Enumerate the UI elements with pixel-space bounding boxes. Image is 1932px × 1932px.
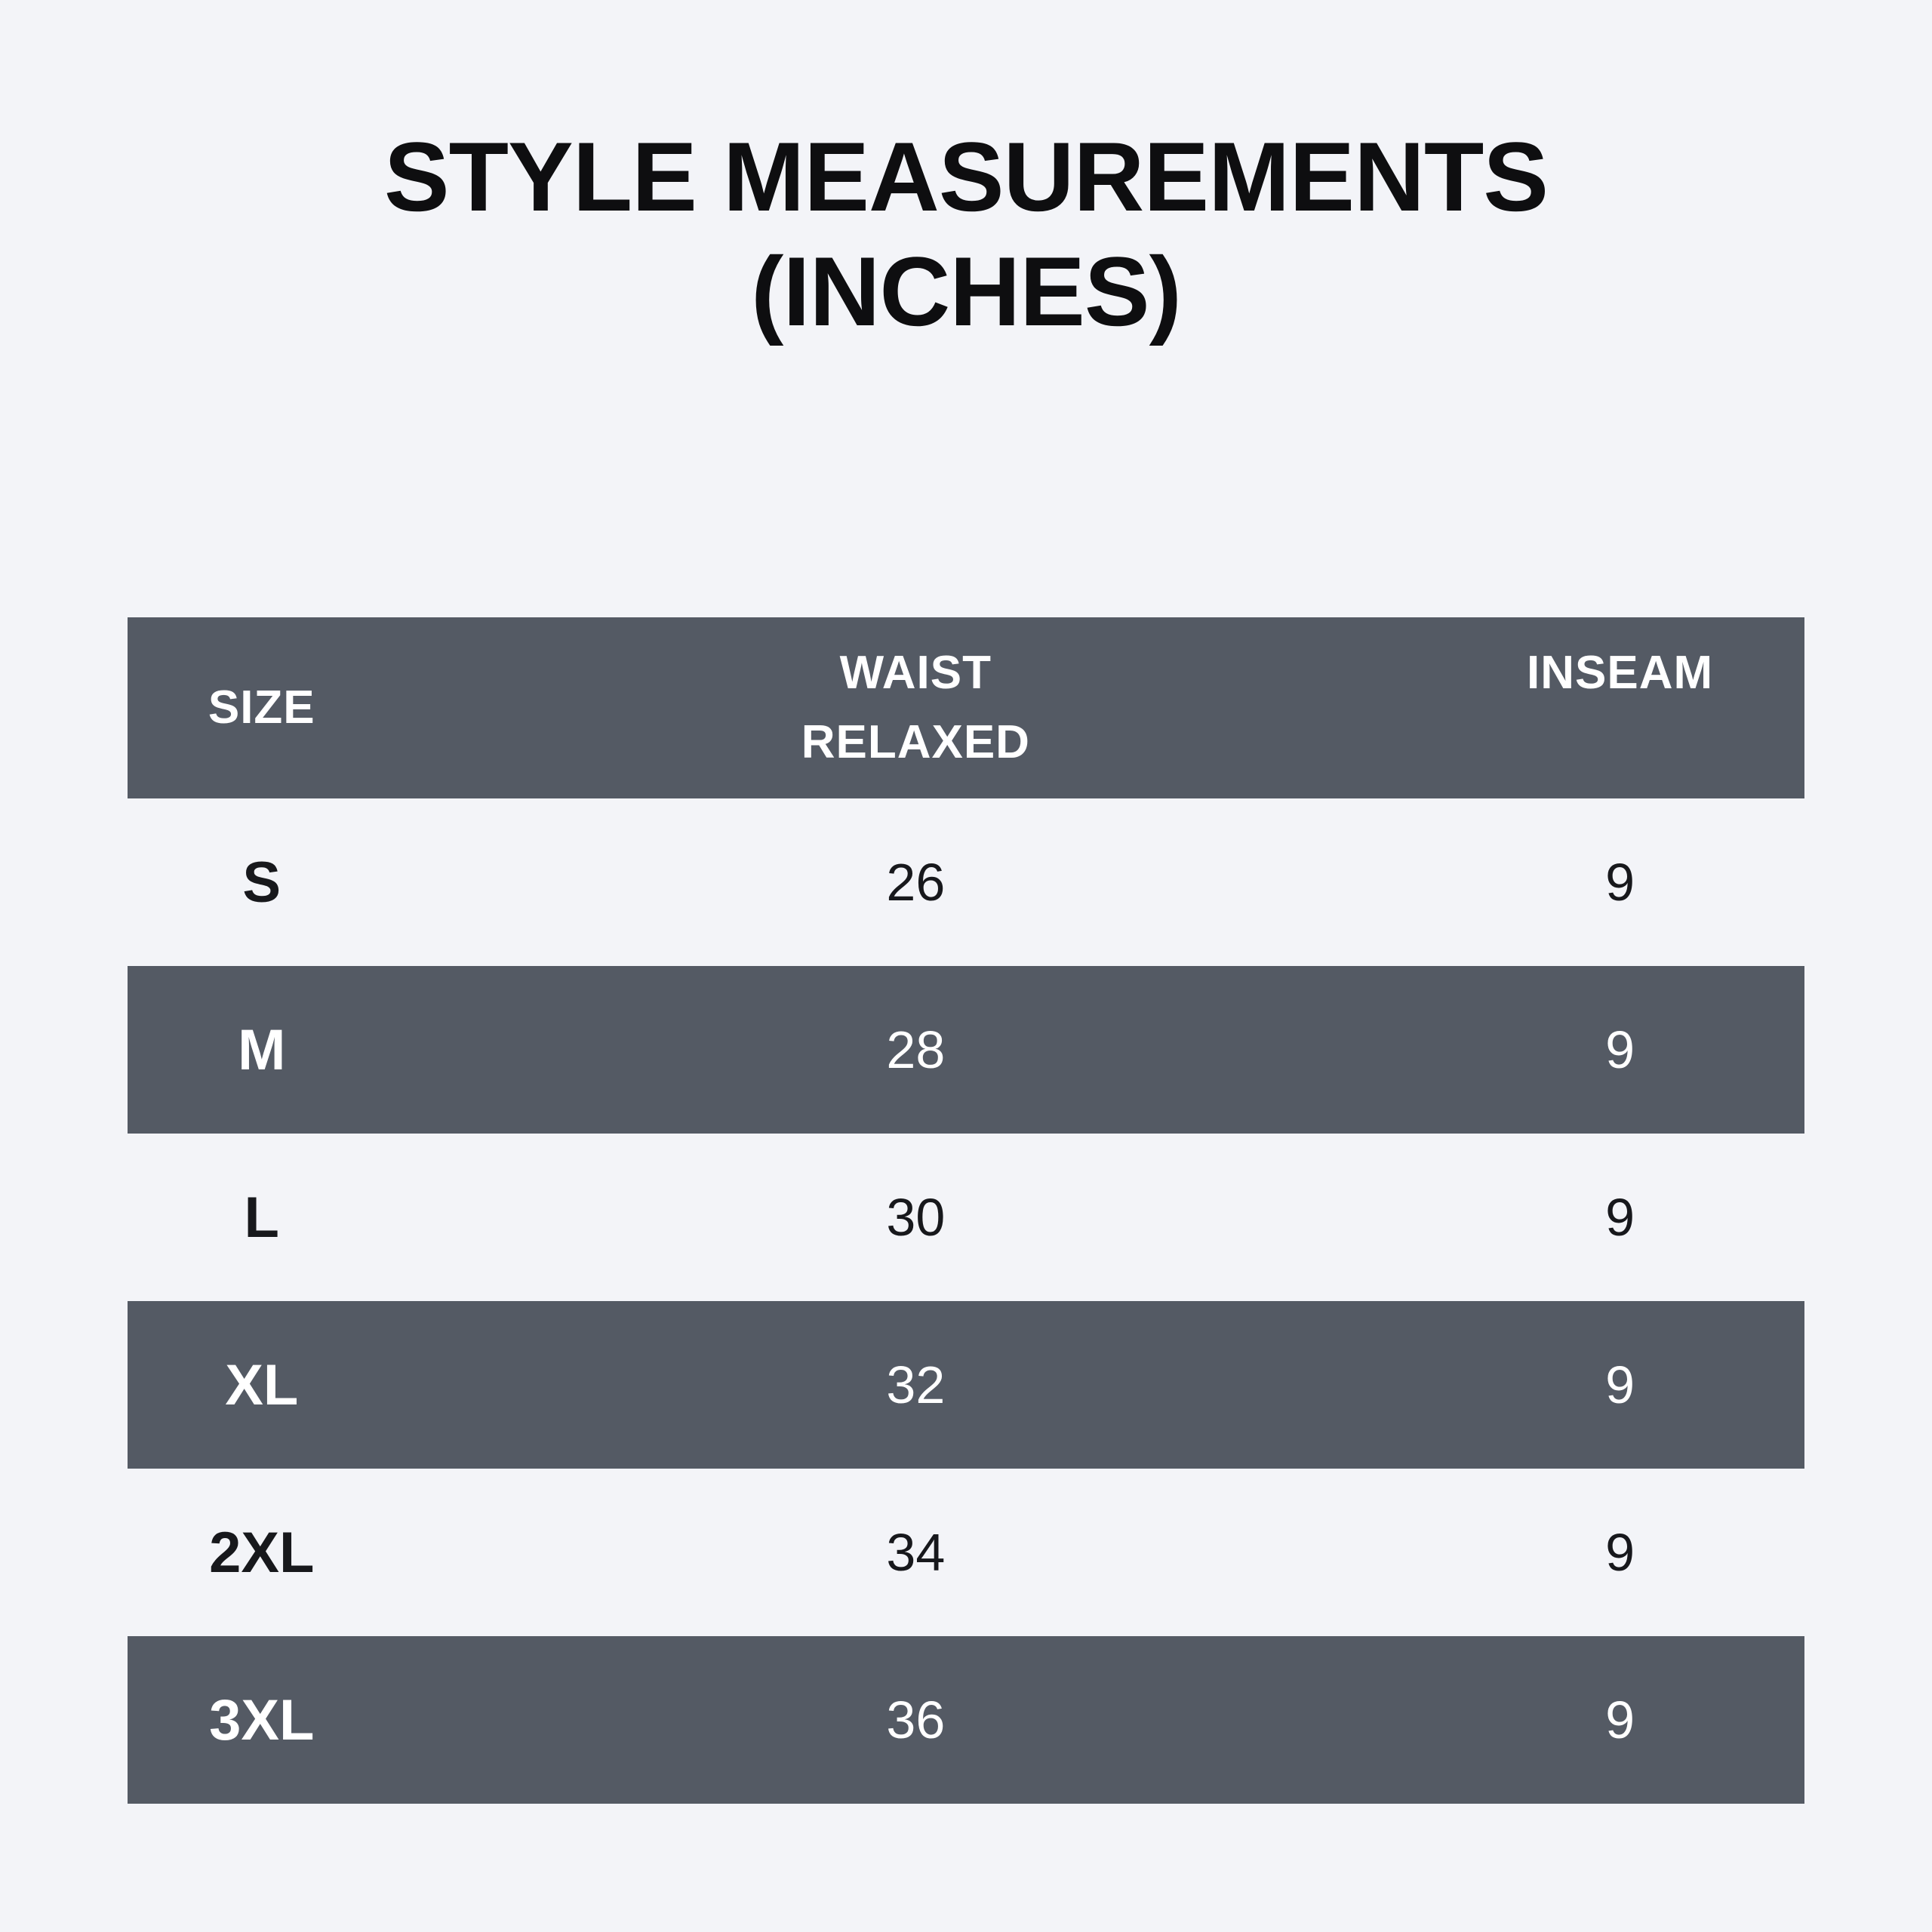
size-cell: 2XL bbox=[209, 1520, 315, 1585]
waist-cell: 34 bbox=[886, 1523, 946, 1582]
inseam-cell: 9 bbox=[1605, 1523, 1635, 1582]
size-measurements-table: SIZE WAIST RELAXED INSEAM S 26 9 M 28 9 … bbox=[128, 617, 1804, 1804]
inseam-cell: 9 bbox=[1605, 853, 1635, 912]
inseam-cell: 9 bbox=[1605, 1690, 1635, 1749]
page-title: STYLE MEASUREMENTS (INCHES) bbox=[0, 119, 1932, 349]
column-header-size-label: SIZE bbox=[208, 681, 315, 734]
page-title-line2: (INCHES) bbox=[751, 236, 1182, 346]
waist-cell: 30 bbox=[886, 1188, 946, 1247]
column-header-waist-line1: WAIST bbox=[839, 647, 992, 699]
waist-cell: 28 bbox=[886, 1020, 946, 1079]
page-title-line1: STYLE MEASUREMENTS bbox=[383, 122, 1549, 232]
size-cell: 3XL bbox=[209, 1687, 315, 1752]
table-row-xl: XL 32 9 bbox=[128, 1301, 1804, 1469]
column-header-size: SIZE bbox=[128, 617, 396, 798]
size-cell: S bbox=[242, 850, 281, 915]
inseam-cell: 9 bbox=[1605, 1355, 1635, 1414]
column-header-waist-relaxed: WAIST RELAXED bbox=[396, 617, 1436, 798]
table-header-row: SIZE WAIST RELAXED INSEAM bbox=[128, 617, 1804, 798]
waist-cell: 32 bbox=[886, 1355, 946, 1414]
inseam-cell: 9 bbox=[1605, 1188, 1635, 1247]
size-cell: L bbox=[244, 1185, 279, 1250]
table-row-3xl: 3XL 36 9 bbox=[128, 1636, 1804, 1804]
waist-cell: 26 bbox=[886, 853, 946, 912]
column-header-inseam-label: INSEAM bbox=[1526, 647, 1714, 699]
table-row-s: S 26 9 bbox=[128, 798, 1804, 966]
table-row-l: L 30 9 bbox=[128, 1134, 1804, 1301]
table-row-m: M 28 9 bbox=[128, 966, 1804, 1134]
table-row-2xl: 2XL 34 9 bbox=[128, 1469, 1804, 1636]
size-cell: XL bbox=[225, 1352, 299, 1417]
size-cell: M bbox=[238, 1017, 286, 1082]
waist-cell: 36 bbox=[886, 1690, 946, 1749]
column-header-waist-line2: RELAXED bbox=[801, 716, 1030, 768]
inseam-cell: 9 bbox=[1605, 1020, 1635, 1079]
column-header-inseam: INSEAM bbox=[1435, 617, 1804, 798]
